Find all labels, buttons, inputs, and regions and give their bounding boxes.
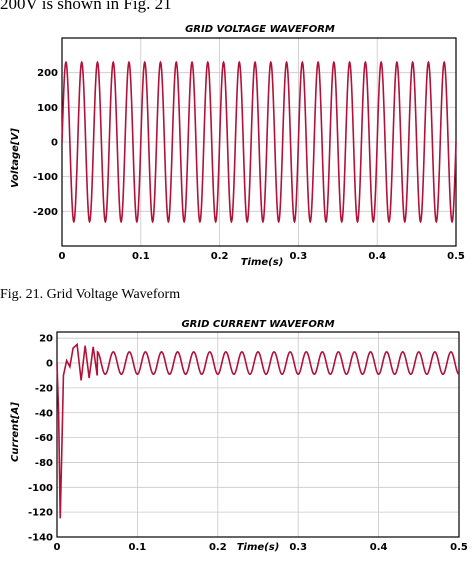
y-tick-label: -120 [28,508,53,519]
y-tick-label: -140 [28,533,53,544]
y-axis-label: Voltage[V] [10,128,21,188]
x-tick-label: 0.2 [209,542,227,553]
y-tick-label: -100 [28,483,53,494]
series-line [61,60,457,224]
y-axis-label: Current[A] [10,402,21,462]
current-plot: 0 0.1 0.2 0.3 0.4 0.5 20 0 -20 -40 -60 -80 -100 -120 -… [28,331,468,553]
x-tick-label: 0.5 [450,542,468,553]
x-tick-label: 0.3 [290,251,308,262]
y-tick-label: 20 [39,334,53,345]
x-tick-label: 0.2 [211,251,229,262]
plot-frame [56,331,460,538]
x-axis-label: Time(s) [241,257,284,268]
chart-title: GRID VOLTAGE WAVEFORM [185,24,335,35]
y-tick-label: 200 [37,68,58,79]
x-tick-label: 0.3 [289,542,307,553]
y-tick-label: -100 [33,172,58,183]
y-tick-label: -60 [35,433,53,444]
y-tick-label: 0 [51,138,58,149]
current-figure: GRID CURRENT WAVEFORM 0 0.1 0.2 0.3 0.4 0.5 20… [10,319,468,553]
y-tick-label: 100 [37,103,58,114]
x-tick-label: 0 [54,542,61,553]
x-tick-label: 0.4 [370,542,388,553]
x-tick-label: 0.4 [368,251,386,262]
y-tick-label: -200 [33,207,58,218]
y-tick-label: 0 [46,359,53,370]
x-tick-label: 0 [59,251,66,262]
voltage-figure: GRID VOLTAGE WAVEFORM 0 0.1 0.2 0.3 0.4 0.5 20… [10,24,465,268]
x-tick-label: 0.5 [447,251,465,262]
figure-caption: Fig. 21. Grid Voltage Waveform [0,287,181,302]
y-tick-label: -20 [35,383,53,394]
series-line [56,342,460,519]
x-tick-label: 0.1 [132,251,150,262]
x-tick-label: 0.1 [129,542,147,553]
intro-text: 200V is shown in Fig. 21 [0,0,172,13]
x-axis-label: Time(s) [237,542,280,553]
y-tick-label: -40 [35,408,53,419]
voltage-plot: 0 0.1 0.2 0.3 0.4 0.5 200 100 0 -100 -200 [33,37,465,262]
chart-title: GRID CURRENT WAVEFORM [181,319,334,330]
y-tick-label: -80 [35,458,53,469]
